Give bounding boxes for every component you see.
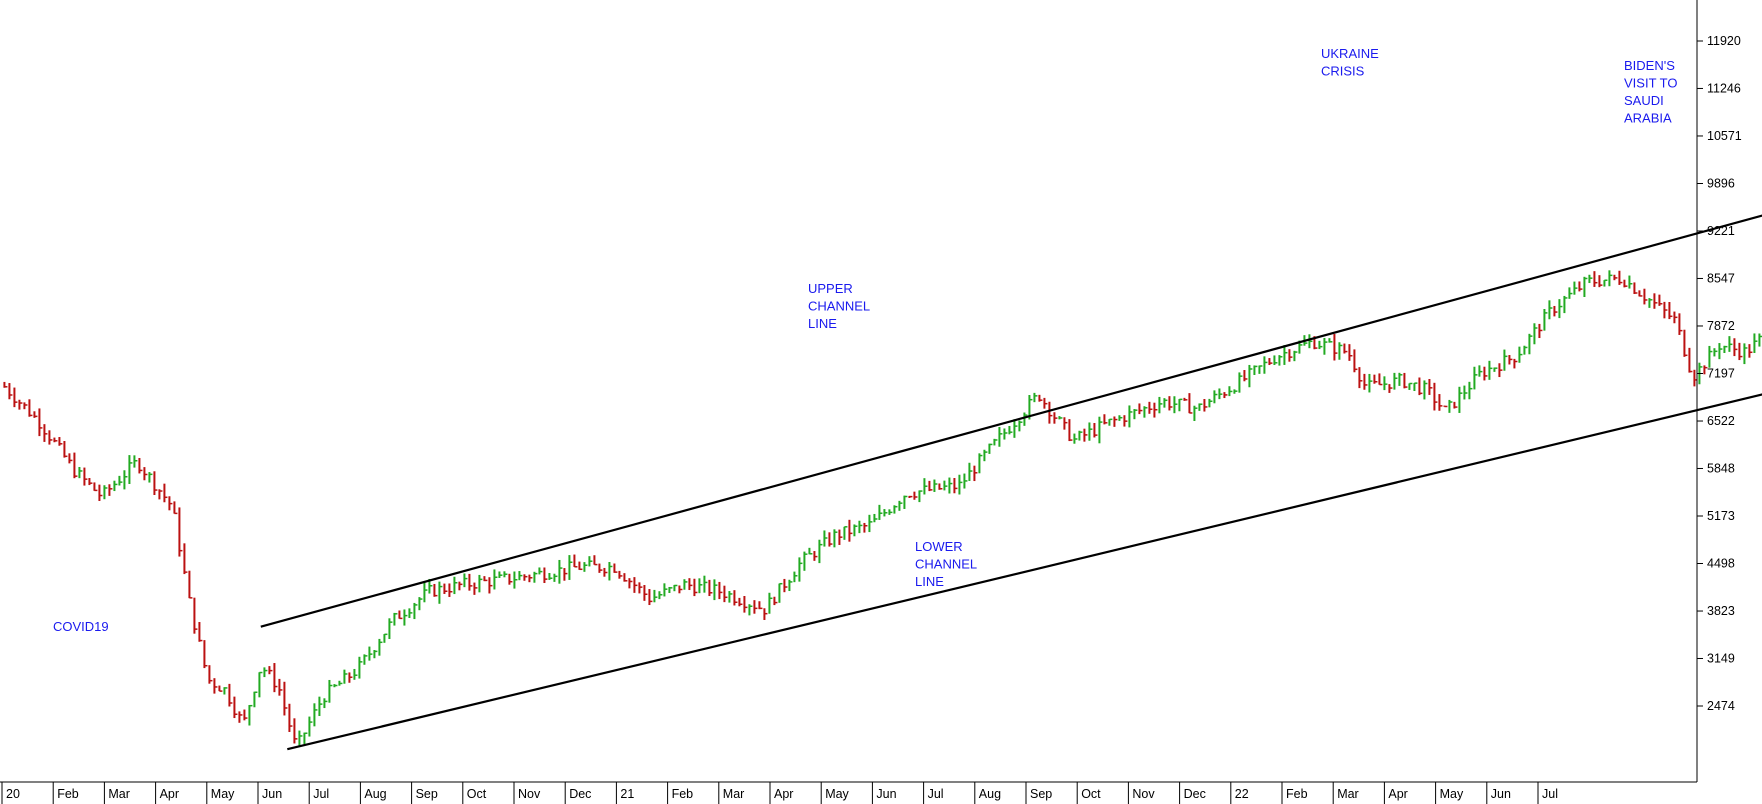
x-tick-label: Jul xyxy=(313,787,329,801)
y-tick-label: 11920 xyxy=(1707,34,1741,48)
covid-annotation: COVID19 xyxy=(53,619,109,634)
x-tick-label: Jul xyxy=(1542,787,1558,801)
x-tick-label: Jun xyxy=(876,787,896,801)
annotations: COVID19 UPPER CHANNEL LINE LOWER CHANNEL… xyxy=(53,46,1681,634)
y-tick-label: 5848 xyxy=(1707,461,1735,475)
y-tick-label: 5173 xyxy=(1707,509,1735,523)
x-ticks: 20 Feb Mar Apr May Jun Jul Aug Sep Oct Nov Dec 21 Feb… xyxy=(1,782,1558,804)
trendline xyxy=(260,214,1762,628)
y-tick-label: 4498 xyxy=(1707,557,1735,571)
x-tick-label: Jun xyxy=(1491,787,1511,801)
x-tick-label: Oct xyxy=(467,787,487,801)
x-tick-label: Apr xyxy=(160,787,179,801)
y-ticks: 2474 3149 3823 4498 5173 5848 6522 7197 7872 8547… xyxy=(1697,34,1742,713)
x-tick-label: Oct xyxy=(1081,787,1101,801)
x-tick-label: 22 xyxy=(1235,787,1249,801)
trendlines xyxy=(260,214,1762,751)
y-tick-label: 3149 xyxy=(1707,651,1735,665)
x-tick-label: Nov xyxy=(518,787,541,801)
x-tick-label: 20 xyxy=(6,787,20,801)
x-tick-label: Feb xyxy=(57,787,79,801)
x-tick-label: Mar xyxy=(1337,787,1359,801)
ukraine-crisis-annotation: UKRAINE CRISIS xyxy=(1321,46,1382,79)
y-tick-label: 7197 xyxy=(1707,367,1735,381)
x-tick-label: Dec xyxy=(569,787,591,801)
x-tick-label: Jun xyxy=(262,787,282,801)
x-tick-label: Jul xyxy=(928,787,944,801)
x-tick-label: Aug xyxy=(979,787,1001,801)
x-tick-label: May xyxy=(211,787,235,801)
x-tick-label: May xyxy=(825,787,849,801)
y-tick-label: 9896 xyxy=(1707,176,1735,190)
x-tick-label: Feb xyxy=(1286,787,1308,801)
x-tick-label: Nov xyxy=(1132,787,1155,801)
y-tick-label: 11246 xyxy=(1707,81,1741,95)
x-tick-label: Apr xyxy=(1388,787,1407,801)
x-tick-label: Feb xyxy=(672,787,694,801)
x-tick-label: Apr xyxy=(774,787,793,801)
y-tick-label: 9221 xyxy=(1707,224,1735,238)
x-tick-label: Dec xyxy=(1184,787,1206,801)
upper-channel-annotation: UPPER CHANNEL LINE xyxy=(808,281,873,331)
y-tick-label: 10571 xyxy=(1707,129,1742,143)
trendline xyxy=(287,393,1762,751)
x-tick-label: Mar xyxy=(723,787,745,801)
x-tick-label: Aug xyxy=(364,787,386,801)
x-tick-label: Sep xyxy=(416,787,438,801)
y-tick-label: 2474 xyxy=(1707,699,1735,713)
biden-visit-annotation: BIDEN'S VISIT TO SAUDI ARABIA xyxy=(1624,58,1681,126)
y-tick-label: 3823 xyxy=(1707,604,1735,618)
x-tick-label: May xyxy=(1440,787,1464,801)
y-tick-label: 7872 xyxy=(1707,319,1735,333)
y-tick-label: 8547 xyxy=(1707,271,1735,285)
price-bars xyxy=(3,270,1762,746)
x-tick-label: Sep xyxy=(1030,787,1052,801)
x-tick-label: 21 xyxy=(620,787,634,801)
y-tick-label: 6522 xyxy=(1707,414,1735,428)
x-tick-label: Mar xyxy=(108,787,130,801)
lower-channel-annotation: LOWER CHANNEL LINE xyxy=(915,539,980,589)
